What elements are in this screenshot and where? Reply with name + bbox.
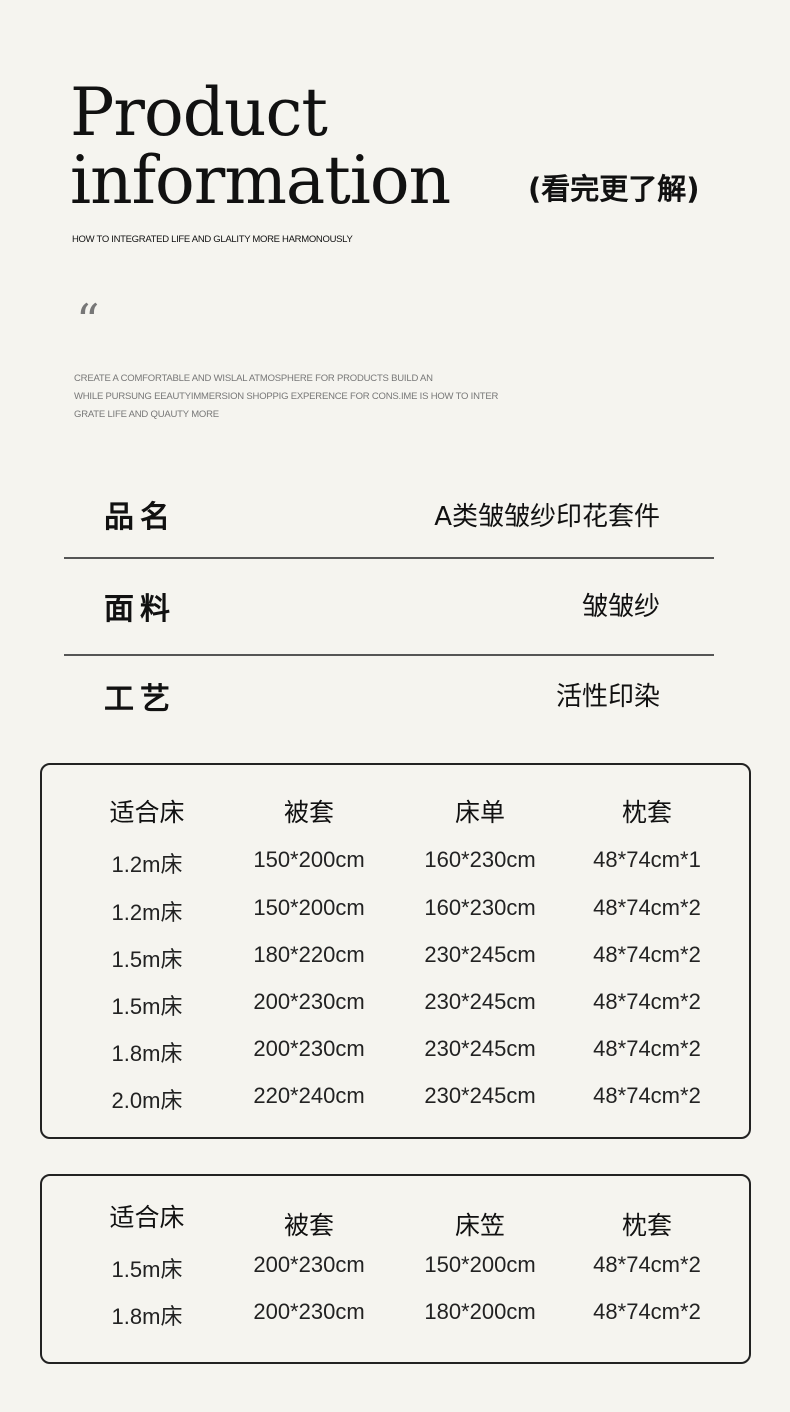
spec-row-fabric: 面料 皱皱纱: [64, 584, 714, 674]
table-cell: 220*240cm: [253, 1083, 365, 1108]
table-cell: 48*74cm*2: [593, 895, 701, 920]
size-table-1: 适合床 被套 床单 枕套 1.2m床 150*200cm 160*230cm 48*74cm*…: [40, 763, 751, 1139]
table-cell: 2.0m床: [111, 1088, 183, 1113]
table-cell: 230*245cm: [424, 942, 536, 967]
table-cell: 200*230cm: [253, 1299, 365, 1324]
description-line: GRATE LIFE AND QUAUTY MORE: [74, 409, 219, 420]
subtitle: HOW TO INTEGRATED LIFE AND GLALITY MORE …: [72, 234, 353, 245]
table-cell: 1.8m床: [111, 1304, 183, 1329]
spec-value: A类皱皱纱印花套件: [434, 502, 660, 532]
table-cell: 1.5m床: [111, 994, 183, 1019]
column-header: 被套: [283, 1211, 335, 1240]
column-header: 适合床: [109, 1203, 185, 1232]
table-cell: 160*230cm: [424, 847, 536, 872]
spec-value: 皱皱纱: [581, 592, 660, 622]
divider: [64, 654, 714, 656]
size-table-2: 适合床 被套 床笠 枕套 1.5m床 200*230cm 150*200cm 48*74cm*…: [40, 1174, 751, 1364]
spec-label: 品名: [104, 500, 176, 535]
table-cell: 160*230cm: [424, 895, 536, 920]
column-header: 床笠: [454, 1211, 506, 1240]
table-cell: 230*245cm: [424, 989, 536, 1014]
table-cell: 180*220cm: [253, 942, 365, 967]
table-cell: 230*245cm: [424, 1083, 536, 1108]
column-header: 枕套: [621, 798, 673, 827]
table-cell: 48*74cm*2: [593, 1299, 701, 1324]
table-cell: 48*74cm*2: [593, 989, 701, 1014]
table-cell: 1.5m床: [111, 947, 183, 972]
table-cell: 48*74cm*2: [593, 1083, 701, 1108]
table-cell: 1.8m床: [111, 1041, 183, 1066]
table-cell: 230*245cm: [424, 1036, 536, 1061]
description: CREATE A COMFORTABLE AND WISLAL ATMOSPHE…: [74, 370, 498, 424]
learn-more-label: (看完更了解): [528, 172, 700, 206]
table-cell: 200*230cm: [253, 1252, 365, 1277]
table-cell: 48*74cm*2: [593, 942, 701, 967]
spec-row-process: 工艺 活性印染: [64, 674, 714, 764]
column-header: 床单: [454, 798, 506, 827]
spec-label: 面料: [104, 592, 176, 627]
table-cell: 150*200cm: [253, 895, 365, 920]
description-line: WHILE PURSUNG EEAUTYIMMERSION SHOPPIG EX…: [74, 391, 499, 402]
table-cell: 48*74cm*2: [593, 1036, 701, 1061]
table-cell: 1.2m床: [111, 900, 183, 925]
spec-value: 活性印染: [555, 682, 660, 712]
table-cell: 1.5m床: [111, 1257, 183, 1282]
quote-mark-icon: “: [76, 294, 100, 348]
table-cell: 180*200cm: [424, 1299, 536, 1324]
spec-row-name: 品名 A类皱皱纱印花套件: [64, 492, 714, 582]
column-header: 被套: [283, 798, 335, 827]
column-header: 枕套: [621, 1211, 673, 1240]
table-cell: 200*230cm: [253, 989, 365, 1014]
description-line: CREATE A COMFORTABLE AND WISLAL ATMOSPHE…: [74, 373, 433, 384]
table-cell: 200*230cm: [253, 1036, 365, 1061]
spec-label: 工艺: [104, 682, 176, 717]
table-cell: 48*74cm*2: [593, 1252, 701, 1277]
table-cell: 150*200cm: [253, 847, 365, 872]
column-header: 适合床: [109, 798, 185, 827]
table-cell: 48*74cm*1: [593, 847, 701, 872]
divider: [64, 557, 714, 559]
title-line-2: information: [70, 142, 451, 219]
table-cell: 150*200cm: [424, 1252, 536, 1277]
table-cell: 1.2m床: [111, 852, 183, 877]
title-line-1: Product: [70, 74, 328, 151]
